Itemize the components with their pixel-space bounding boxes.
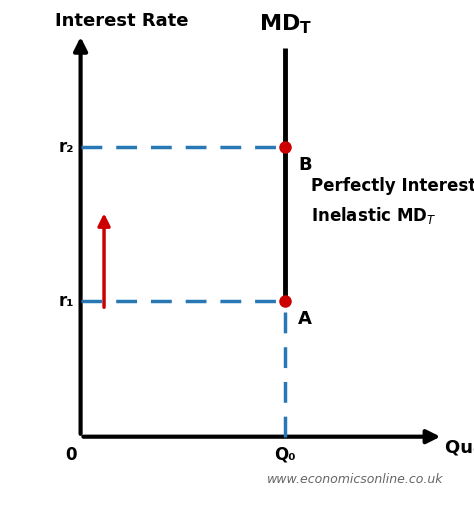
Text: Quantity of Money: Quantity of Money [446,439,474,457]
Text: A: A [298,310,312,328]
Text: r₁: r₁ [59,292,74,310]
Text: Interest Rate: Interest Rate [55,12,189,30]
Text: Perfectly Interest
Inelastic MD$_T$: Perfectly Interest Inelastic MD$_T$ [311,177,474,226]
Text: Q₀: Q₀ [274,446,296,464]
Text: B: B [298,156,312,174]
Text: r₂: r₂ [59,138,74,156]
Text: $\mathbf{MD_T}$: $\mathbf{MD_T}$ [259,13,312,36]
Text: 0: 0 [65,446,76,464]
Text: www.economicsonline.co.uk: www.economicsonline.co.uk [267,473,443,486]
